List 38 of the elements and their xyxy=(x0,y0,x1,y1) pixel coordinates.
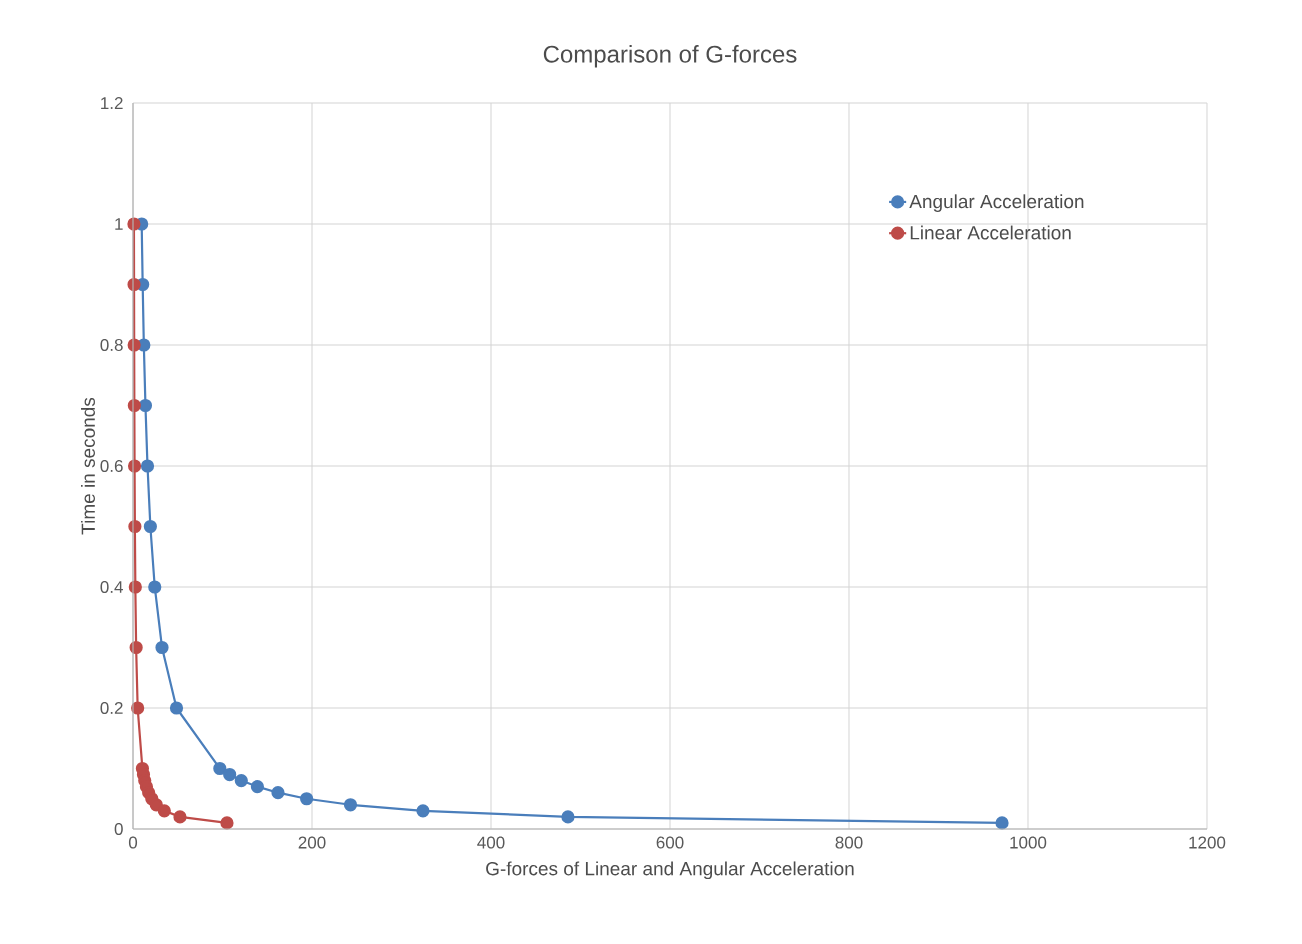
legend-label: Linear Acceleration xyxy=(910,225,1071,240)
point xyxy=(155,640,169,655)
chart-title: Comparison of G-forces xyxy=(543,45,797,68)
point xyxy=(561,810,575,824)
point xyxy=(157,804,171,818)
point xyxy=(143,519,157,534)
point xyxy=(234,773,248,788)
y-tick-label: 0.4 xyxy=(100,580,123,594)
x-tick-label: 800 xyxy=(835,836,863,849)
point xyxy=(223,767,237,782)
point xyxy=(416,804,430,818)
point xyxy=(220,816,234,830)
y-tick-label: 1 xyxy=(115,218,123,230)
x-tick-label: 600 xyxy=(656,836,684,849)
point xyxy=(169,701,184,715)
point xyxy=(271,786,285,800)
point xyxy=(250,780,265,794)
x-tick-label: 0 xyxy=(128,836,138,849)
y-tick-label: 0.8 xyxy=(100,338,123,352)
legend-label: Angular Acceleration xyxy=(909,194,1084,213)
point xyxy=(148,580,162,594)
y-tick-label: 0 xyxy=(114,822,123,836)
point xyxy=(140,459,155,473)
point xyxy=(995,816,1009,830)
point xyxy=(213,761,227,776)
point xyxy=(138,398,153,413)
point xyxy=(300,792,314,806)
x-tick-label: 1000 xyxy=(1010,836,1047,849)
x-tick-label: 400 xyxy=(477,836,505,849)
point xyxy=(173,810,187,824)
y-tick-label: 0.2 xyxy=(100,701,123,715)
y-tick-label: 0.6 xyxy=(100,459,123,473)
x-axis-title: G-forces of Linear and Angular Acceleration xyxy=(486,861,854,880)
y-tick-label: 1.2 xyxy=(101,97,123,109)
y-axis-title: Time in seconds xyxy=(81,397,95,535)
x-tick-label: 200 xyxy=(298,836,326,849)
point xyxy=(343,798,358,812)
x-tick-label: 1200 xyxy=(1189,836,1226,849)
